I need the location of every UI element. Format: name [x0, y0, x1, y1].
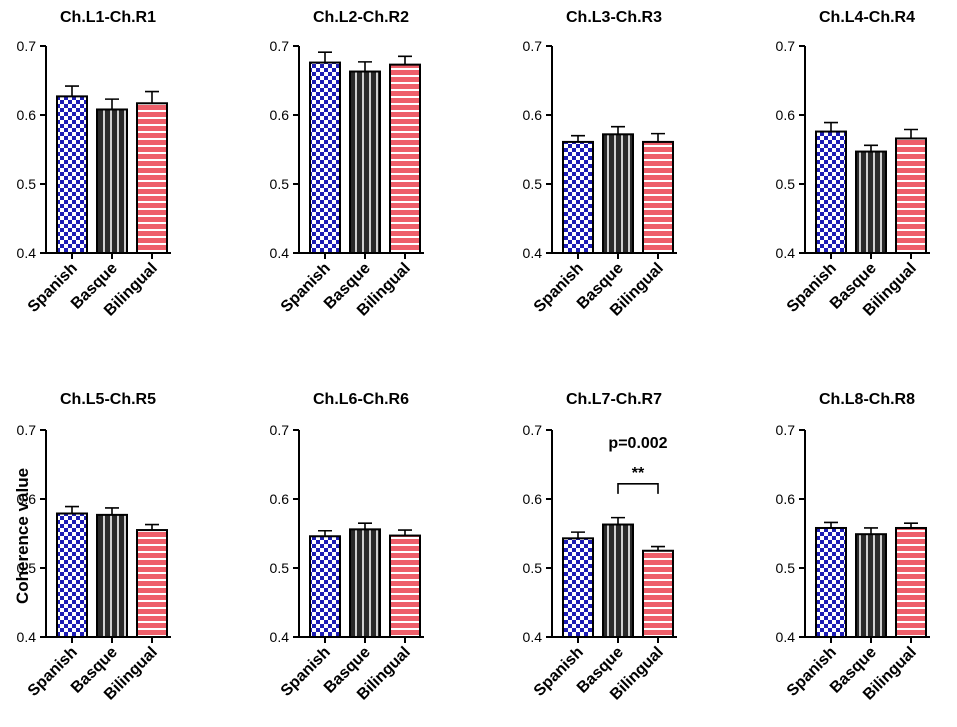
y-tick-label: 0.6 [270, 107, 290, 123]
error-bar [651, 134, 665, 142]
error-bar [65, 86, 79, 96]
y-tick-label: 0.6 [523, 107, 543, 123]
error-bar [145, 92, 159, 104]
bar-spanish [57, 513, 87, 637]
y-tick-label: 0.7 [270, 38, 290, 54]
y-tick-label: 0.4 [17, 245, 37, 261]
panel-title: Ch.L6-Ch.R6 [313, 391, 409, 408]
chart-panel: Ch.L4-Ch.R40.40.50.60.7SpanishBasqueBili… [776, 9, 930, 320]
error-bar [318, 52, 332, 62]
panel-title: Ch.L3-Ch.R3 [566, 9, 662, 26]
y-tick-label: 0.7 [523, 422, 543, 438]
chart-panel: Ch.L6-Ch.R60.40.50.60.7SpanishBasqueBili… [270, 391, 424, 704]
significance-bracket [618, 484, 658, 494]
bar-bilingual [137, 530, 167, 637]
bar-basque [856, 152, 886, 253]
category-label: Spanish [531, 644, 587, 700]
panel-title: Ch.L4-Ch.R4 [819, 9, 915, 26]
y-tick-label: 0.7 [17, 38, 37, 54]
bar-basque [350, 72, 380, 253]
bar-spanish [57, 96, 87, 253]
error-bar [611, 127, 625, 135]
bar-spanish [310, 63, 340, 253]
y-tick-label: 0.5 [776, 176, 796, 192]
y-tick-label: 0.7 [523, 38, 543, 54]
category-label: Spanish [25, 260, 81, 316]
panel-title: Ch.L2-Ch.R2 [313, 9, 409, 26]
bar-chart-grid: Ch.L1-Ch.R10.40.50.60.7SpanishBasqueBili… [0, 0, 957, 727]
panel-title: Ch.L1-Ch.R1 [60, 9, 156, 26]
error-bar [611, 518, 625, 525]
error-bar [65, 507, 79, 514]
chart-panel: Ch.L2-Ch.R20.40.50.60.7SpanishBasqueBili… [270, 9, 424, 320]
bar-bilingual [137, 103, 167, 253]
bar-spanish [563, 538, 593, 637]
bar-bilingual [896, 138, 926, 253]
category-label: Spanish [278, 644, 334, 700]
y-axis-title: Coherence value [13, 468, 32, 604]
y-tick-label: 0.4 [523, 629, 543, 645]
y-tick-label: 0.5 [17, 176, 37, 192]
y-tick-label: 0.6 [523, 491, 543, 507]
y-tick-label: 0.4 [776, 245, 796, 261]
error-bar [398, 56, 412, 64]
significance-stars: ** [632, 465, 645, 482]
bar-basque [97, 515, 127, 637]
bar-basque [603, 525, 633, 637]
y-tick-label: 0.5 [270, 176, 290, 192]
bar-spanish [816, 528, 846, 637]
category-label: Spanish [278, 260, 334, 316]
bar-spanish [816, 132, 846, 253]
bar-spanish [310, 536, 340, 637]
bar-bilingual [643, 551, 673, 637]
error-bar [824, 123, 838, 132]
category-label: Spanish [25, 644, 81, 700]
y-tick-label: 0.5 [270, 560, 290, 576]
y-tick-label: 0.6 [270, 491, 290, 507]
y-tick-label: 0.4 [270, 245, 290, 261]
y-tick-label: 0.6 [776, 107, 796, 123]
y-tick-label: 0.6 [17, 107, 37, 123]
bar-basque [603, 134, 633, 253]
bar-bilingual [643, 142, 673, 253]
category-label: Spanish [784, 260, 840, 316]
y-tick-label: 0.7 [270, 422, 290, 438]
category-label: Spanish [784, 644, 840, 700]
y-tick-label: 0.5 [776, 560, 796, 576]
panel-title: Ch.L8-Ch.R8 [819, 391, 915, 408]
bar-bilingual [896, 528, 926, 637]
category-label: Spanish [531, 260, 587, 316]
bar-bilingual [390, 536, 420, 637]
chart-panel: Ch.L3-Ch.R30.40.50.60.7SpanishBasqueBili… [523, 9, 677, 320]
error-bar [105, 99, 119, 109]
y-tick-label: 0.4 [17, 629, 37, 645]
bar-basque [97, 109, 127, 253]
panel-title: Ch.L7-Ch.R7 [566, 391, 662, 408]
y-tick-label: 0.4 [776, 629, 796, 645]
y-tick-label: 0.7 [17, 422, 37, 438]
bar-spanish [563, 142, 593, 253]
panel-title: Ch.L5-Ch.R5 [60, 391, 156, 408]
chart-panel: Ch.L1-Ch.R10.40.50.60.7SpanishBasqueBili… [17, 9, 171, 320]
y-tick-label: 0.4 [523, 245, 543, 261]
chart-panel: Ch.L5-Ch.R50.40.50.60.7SpanishBasqueBili… [17, 391, 171, 704]
p-value-label: p=0.002 [608, 435, 667, 452]
bar-bilingual [390, 65, 420, 253]
y-tick-label: 0.4 [270, 629, 290, 645]
bar-basque [350, 529, 380, 637]
error-bar [904, 129, 918, 138]
bar-basque [856, 534, 886, 637]
y-tick-label: 0.7 [776, 422, 796, 438]
chart-panel: Ch.L7-Ch.R70.40.50.60.7SpanishBasqueBili… [523, 391, 677, 704]
y-tick-label: 0.5 [523, 560, 543, 576]
y-tick-label: 0.5 [523, 176, 543, 192]
error-bar [105, 508, 119, 515]
y-tick-label: 0.7 [776, 38, 796, 54]
error-bar [358, 62, 372, 72]
y-tick-label: 0.6 [776, 491, 796, 507]
chart-panel: Ch.L8-Ch.R80.40.50.60.7SpanishBasqueBili… [776, 391, 930, 704]
